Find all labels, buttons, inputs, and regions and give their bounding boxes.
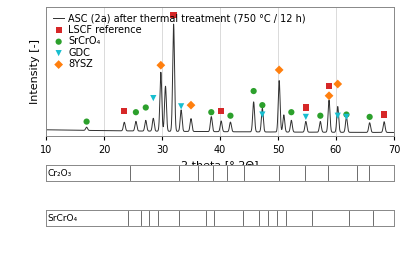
GDC (259, 113, 266, 117)
SrCrO₄ (366, 115, 373, 119)
LSCF reference (303, 105, 309, 109)
Y-axis label: Intensity [-]: Intensity [-] (30, 38, 40, 103)
8YSZ (158, 63, 164, 67)
Line: ASC (2a) after thermal treatment (750 °C / 12 h): ASC (2a) after thermal treatment (750 °C… (46, 24, 394, 132)
8YSZ (326, 94, 332, 98)
SrCrO₄ (208, 110, 214, 114)
LSCF reference (381, 113, 387, 117)
SrCrO₄ (288, 110, 294, 114)
8YSZ (188, 103, 194, 107)
SrCrO₄ (83, 120, 90, 124)
8YSZ (276, 68, 282, 72)
Text: SrCrO₄: SrCrO₄ (48, 214, 78, 223)
8YSZ (334, 82, 341, 86)
SrCrO₄ (250, 89, 257, 93)
GDC (303, 115, 309, 119)
ASC (2a) after thermal treatment (750 °C / 12 h) (175, 130, 180, 133)
ASC (2a) after thermal treatment (750 °C / 12 h) (126, 129, 131, 132)
GDC (334, 114, 341, 118)
GDC (178, 104, 184, 108)
ASC (2a) after thermal treatment (750 °C / 12 h) (44, 128, 48, 131)
LSCF reference (218, 109, 224, 113)
SrCrO₄ (142, 105, 149, 109)
SrCrO₄ (259, 103, 266, 107)
Text: Cr₂O₃: Cr₂O₃ (48, 168, 72, 178)
ASC (2a) after thermal treatment (750 °C / 12 h) (124, 129, 129, 132)
X-axis label: 2 theta [° 2Θ]: 2 theta [° 2Θ] (181, 160, 259, 170)
GDC (343, 115, 350, 119)
ASC (2a) after thermal treatment (750 °C / 12 h) (171, 23, 176, 26)
SrCrO₄ (227, 114, 234, 118)
SrCrO₄ (317, 114, 324, 118)
SrCrO₄ (133, 110, 139, 114)
ASC (2a) after thermal treatment (750 °C / 12 h) (200, 130, 204, 133)
ASC (2a) after thermal treatment (750 °C / 12 h) (389, 131, 394, 134)
SrCrO₄ (343, 113, 350, 117)
Legend: ASC (2a) after thermal treatment (750 °C / 12 h), LSCF reference, SrCrO₄, GDC, 8: ASC (2a) after thermal treatment (750 °C… (51, 11, 308, 71)
LSCF reference (121, 109, 128, 113)
GDC (150, 96, 156, 100)
ASC (2a) after thermal treatment (750 °C / 12 h) (392, 131, 396, 134)
ASC (2a) after thermal treatment (750 °C / 12 h) (128, 129, 133, 133)
LSCF reference (170, 13, 177, 17)
LSCF reference (326, 84, 332, 88)
